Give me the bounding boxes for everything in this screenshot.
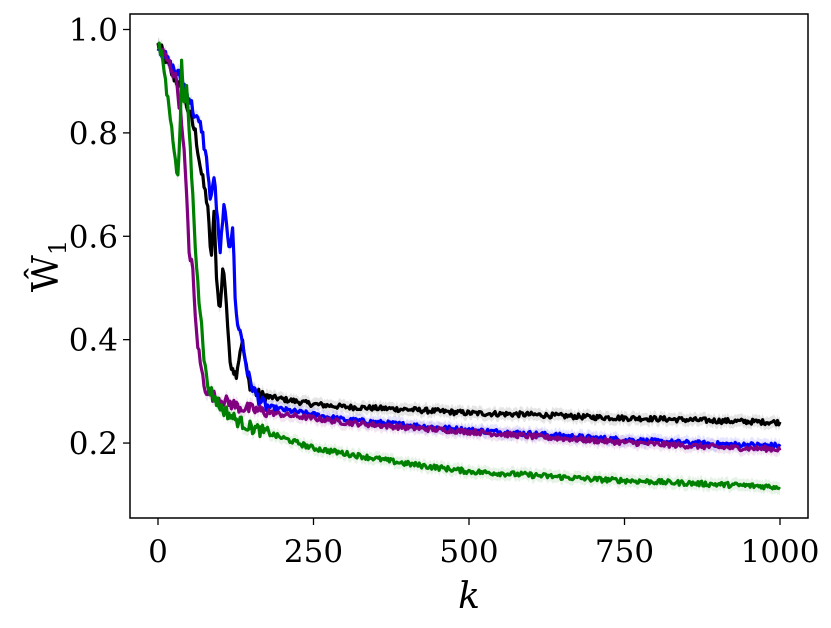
y-axis-label: Ŵ1	[25, 240, 72, 292]
series-line-2	[156, 43, 782, 453]
y-axis-label-subscript: 1	[44, 240, 72, 255]
series-line-0	[156, 42, 782, 427]
y-tick-label: 1.0	[69, 13, 118, 49]
x-axis-ticks: 0 250 500 750 1000	[148, 518, 819, 570]
x-tick-label: 0	[148, 534, 168, 570]
y-tick-label: 0.6	[69, 219, 118, 255]
x-tick-label: 500	[439, 534, 498, 570]
y-axis-label-main: Ŵ	[25, 255, 67, 292]
y-tick-label: 0.4	[69, 323, 118, 359]
x-tick-label: 750	[595, 534, 654, 570]
series-band-2	[158, 38, 780, 458]
series-band-0	[158, 36, 780, 432]
y-axis-ticks: 0.2 0.4 0.6 0.8 1.0	[69, 13, 130, 462]
series-lines	[156, 41, 782, 491]
y-tick-label: 0.8	[69, 116, 118, 152]
series-line-3	[156, 41, 781, 491]
y-axis-label-group: Ŵ1	[25, 240, 72, 292]
x-axis-label: k	[458, 576, 480, 617]
x-tick-label: 250	[284, 534, 343, 570]
x-tick-label: 1000	[741, 534, 820, 570]
y-tick-label: 0.2	[69, 426, 118, 462]
series-line-1	[156, 47, 782, 450]
